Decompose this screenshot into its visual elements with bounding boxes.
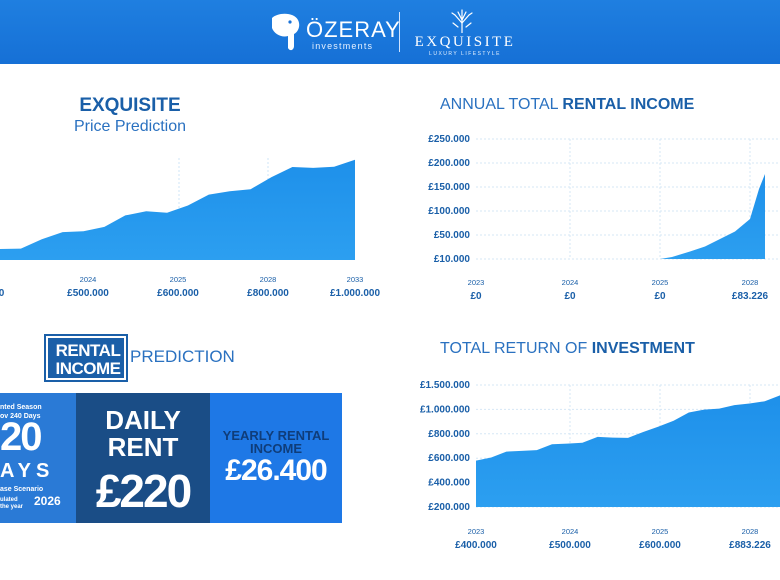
header-bar: ÖZERAY investments EXQUISITE LUXURY LIFE… [0,0,780,64]
x-value-label: £500.000 [549,540,591,551]
x-value-label: £600.000 [639,540,681,551]
tree-icon [451,9,473,33]
x-year-label: 2025 [652,278,669,287]
season-year: 2026 [34,494,61,508]
season-line-2: ov 240 Days [0,413,41,420]
season-line-4: ulated the year [0,497,24,510]
season-line-3: ase Scenario [0,486,44,493]
ozeray-name: ÖZERAY [306,17,401,42]
roi-title-bold: INVESTMENT [591,340,695,357]
x-year-label: 2024 [80,275,97,284]
rental-area [660,174,765,259]
x-year-label: 2024 [562,278,579,287]
y-tick-label: £400.000 [428,478,470,489]
yearly-income-label: YEARLY RENTAL INCOME [222,428,330,456]
exquisite-subtitle: LUXURY LIFESTYLE [429,51,501,57]
badge-line-income: INCOME [55,359,122,378]
x-value-label: £1.000.000 [330,288,380,299]
rental-income-title: ANNUAL TOTAL RENTAL INCOME [440,96,780,114]
daily-rent-label: DAILY RENT [105,405,181,462]
x-year-label: 2028 [260,275,277,284]
rental-title-light: ANNUAL TOTAL [440,96,563,113]
x-value-label: £500.000 [67,288,109,299]
x-value-label: £800.000 [247,288,289,299]
price-prediction-chart: 30002024£500.0002025£600.0002028£800.000… [0,158,380,299]
x-year-label: 2028 [742,527,759,536]
ozeray-logo: ÖZERAY investments [268,10,400,54]
rental-income-chart: £250.000 £200.000 £150.000 £100.000 £50.000 £… [428,134,780,302]
x-year-label: 2033 [347,275,364,284]
x-year-label: 2023 [468,278,485,287]
y-tick-label: £200.000 [428,158,470,169]
x-year-label: 2025 [652,527,669,536]
exquisite-name: EXQUISITE [414,34,516,50]
prediction-label: PREDICTION [130,347,235,366]
roi-area [476,395,780,507]
yearly-income-panel: YEARLY RENTAL INCOME £26.400 [210,393,342,523]
season-days-number: 20 [0,415,42,459]
y-tick-label: £600.000 [428,453,470,464]
price-title-bold: EXQUISITE [79,95,181,116]
daily-rent-panel: DAILY RENT £220 [76,393,210,523]
x-value-label: 000 [0,288,5,299]
x-year-label: 2023 [468,527,485,536]
x-value-label: £0 [654,291,666,302]
header-divider [399,12,400,52]
x-year-label: 2028 [742,278,759,287]
y-tick-label: £1.000.000 [420,404,470,415]
daily-rent-value: £220 [95,465,192,517]
y-tick-label: £10.000 [434,254,471,265]
y-tick-label: £50.000 [434,230,471,241]
roi-title: TOTAL RETURN OF INVESTMENT [440,340,780,358]
season-line-1: nted Season [0,404,42,411]
x-value-label: £0 [564,291,576,302]
x-value-label: £0 [470,291,482,302]
y-tick-label: £150.000 [428,182,470,193]
x-value-label: £83.226 [732,291,769,302]
yearly-income-value: £26.400 [225,454,327,487]
y-tick-label: £200.000 [428,502,470,513]
season-days-label: AYS [0,460,55,482]
y-tick-label: £250.000 [428,134,470,145]
ozeray-subtitle: investments [312,41,374,51]
price-title-light: Price Prediction [73,118,187,135]
season-panel: nted Season ov 240 Days 20 AYS ase Scena… [0,393,76,523]
rental-income-badge: RENTAL INCOME [46,336,126,380]
badge-line-rental: RENTAL [55,341,121,360]
x-year-label: 2024 [562,527,579,536]
exquisite-logo: EXQUISITE LUXURY LIFESTYLE [410,8,520,58]
price-area [0,159,355,260]
x-value-label: £883.226 [729,540,771,551]
rental-title-bold: RENTAL INCOME [562,96,695,113]
roi-title-light: TOTAL RETURN OF [440,340,592,357]
y-tick-label: £100.000 [428,206,470,217]
y-tick-label: £1.500.000 [420,380,470,391]
elephant-head-icon [272,13,300,51]
x-year-label: 2025 [170,275,187,284]
y-tick-label: £800.000 [428,429,470,440]
x-value-label: £400.000 [455,540,497,551]
x-value-label: £600.000 [157,288,199,299]
roi-chart: £1.500.000 £1.000.000 £800.000 £600.000 £400… [420,380,780,551]
